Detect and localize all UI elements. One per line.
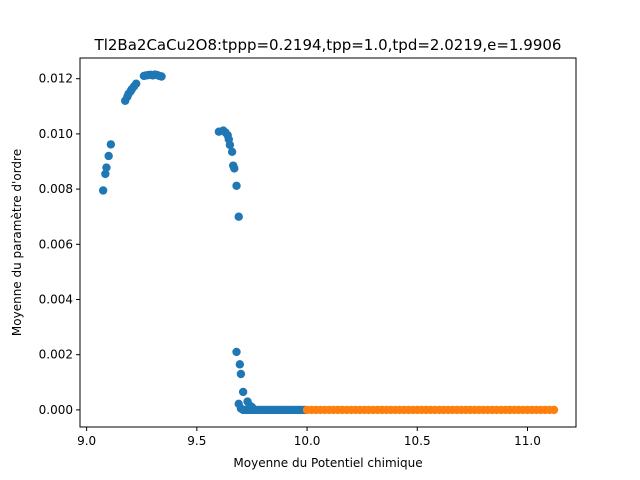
- plot-frame: [79, 57, 577, 428]
- y-tick-label: 0.004: [39, 292, 73, 306]
- series-1-point: [225, 140, 235, 150]
- series-1-point: [238, 387, 248, 397]
- data-points: [98, 70, 559, 415]
- y-tick-label: 0.008: [39, 182, 73, 196]
- y-tick-label: 0.006: [39, 237, 73, 251]
- y-tick-label: 0.012: [39, 72, 73, 86]
- x-tick-label: 9.5: [187, 434, 206, 448]
- x-tick-label: 10.0: [294, 434, 321, 448]
- x-tick-label: 9.0: [77, 434, 96, 448]
- series-1-point: [157, 72, 166, 81]
- series-1-point: [232, 347, 241, 357]
- series-1-point: [98, 186, 108, 195]
- y-tick-label: 0.002: [39, 348, 73, 362]
- series-1-point: [104, 151, 113, 161]
- series-2-point: [549, 405, 559, 415]
- series-1-point: [236, 369, 246, 379]
- series-1-point: [132, 79, 141, 88]
- series-1-point: [106, 140, 116, 149]
- series-1-point: [101, 169, 110, 179]
- x-axis: 9.0 9.5 10.0 10.5 11.0: [77, 427, 541, 448]
- series-1-point: [232, 181, 241, 190]
- y-axis: 0.000 0.002 0.004 0.006 0.008 0.010 0.012: [39, 72, 80, 417]
- series-1-point: [102, 163, 111, 172]
- chart-title: Tl2Ba2CaCu2O8:tppp=0.2194,tpp=1.0,tpd=2.…: [94, 36, 562, 54]
- series-1-point: [234, 212, 243, 221]
- y-tick-label: 0.000: [39, 403, 73, 417]
- plot-background: [80, 58, 576, 427]
- series-1-point: [227, 147, 237, 157]
- x-tick-label: 10.5: [404, 434, 431, 448]
- y-axis-label: Moyenne du paramètre d'ordre: [10, 149, 24, 336]
- y-tick-label: 0.010: [39, 127, 73, 141]
- series-1-point: [235, 360, 245, 369]
- series-1-point: [230, 164, 239, 173]
- x-axis-label: Moyenne du Potentiel chimique: [233, 456, 422, 470]
- plot-area: [79, 57, 577, 428]
- x-tick-label: 11.0: [514, 434, 541, 448]
